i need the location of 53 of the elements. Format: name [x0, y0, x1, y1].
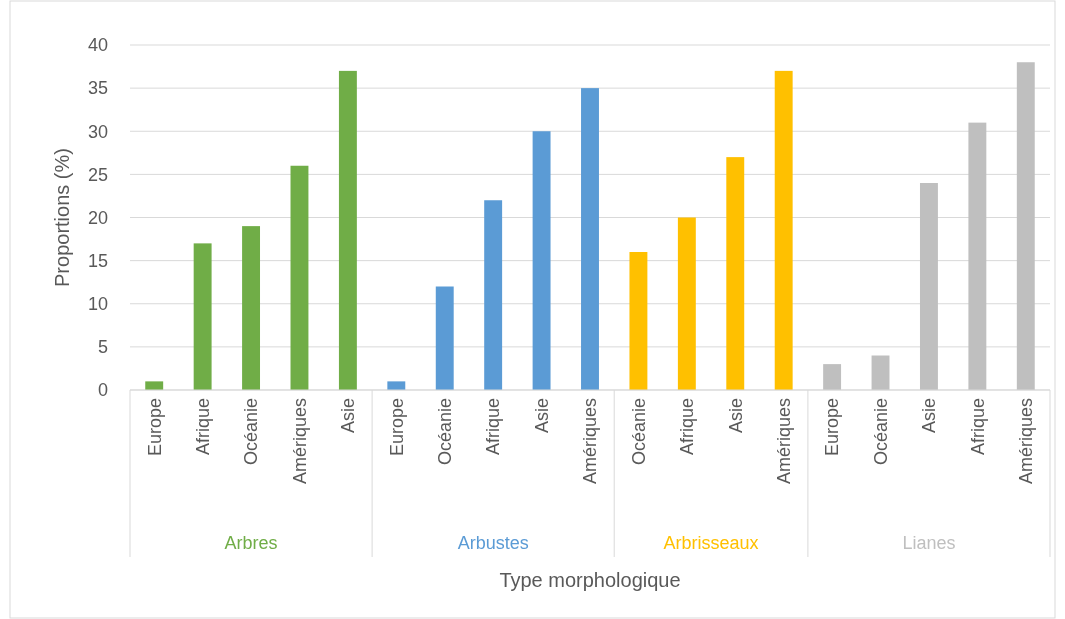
text: Arbres [224, 533, 278, 554]
y-tick-label: 25 [87, 164, 108, 185]
x-tick-label: Océanie [870, 398, 891, 466]
x-tick-label: Afrique [677, 398, 698, 456]
bar [823, 364, 842, 390]
bar [193, 243, 212, 390]
x-tick-label: Amériques [580, 398, 601, 485]
bar [629, 252, 648, 390]
x-tick-label: Europe [822, 398, 843, 457]
y-tick-label: 20 [87, 207, 108, 228]
y-tick-label: 15 [87, 250, 108, 271]
x-axis-title: Type morphologique [499, 569, 681, 591]
x-tick-label: Asie [531, 398, 552, 434]
x-tick-label: Asie [725, 398, 746, 434]
bar [774, 70, 793, 390]
x-tick-label: Amériques [289, 398, 310, 485]
bar [1016, 62, 1035, 390]
bar [145, 381, 164, 390]
bar [242, 226, 261, 390]
x-tick-label: Océanie [435, 398, 456, 466]
text: Arbustes [457, 533, 529, 554]
bar [581, 88, 599, 390]
y-tick-label: 40 [87, 35, 108, 56]
y-tick-label: 35 [87, 78, 108, 99]
bar [290, 165, 309, 390]
text: Lianes [902, 533, 956, 554]
text: Arbrisseaux [663, 533, 759, 554]
x-tick-label: Asie [338, 398, 359, 434]
y-tick-label: 5 [97, 337, 108, 358]
bar [435, 286, 454, 390]
y-tick-label: 10 [87, 294, 108, 315]
bar [919, 183, 938, 390]
x-tick-label: Asie [919, 398, 940, 434]
x-tick-label: Europe [144, 398, 165, 457]
bar [532, 131, 551, 390]
bar [387, 381, 406, 390]
x-tick-label: Amériques [773, 398, 794, 485]
bar [484, 200, 503, 390]
y-tick-label: 0 [97, 380, 108, 401]
bar [968, 122, 987, 390]
bar [726, 157, 745, 390]
bar [338, 70, 357, 390]
y-axis-title: Proportions (%) [51, 148, 73, 287]
bar [871, 355, 890, 390]
x-tick-label: Océanie [628, 398, 649, 466]
x-tick-label: Afrique [483, 398, 504, 456]
x-tick-label: Océanie [241, 398, 262, 466]
bar [677, 217, 696, 390]
x-tick-label: Afrique [967, 398, 988, 456]
x-tick-label: Amériques [1016, 398, 1037, 485]
x-tick-label: Afrique [192, 398, 213, 456]
y-tick-label: 30 [87, 121, 108, 142]
x-tick-label: Europe [386, 398, 407, 457]
